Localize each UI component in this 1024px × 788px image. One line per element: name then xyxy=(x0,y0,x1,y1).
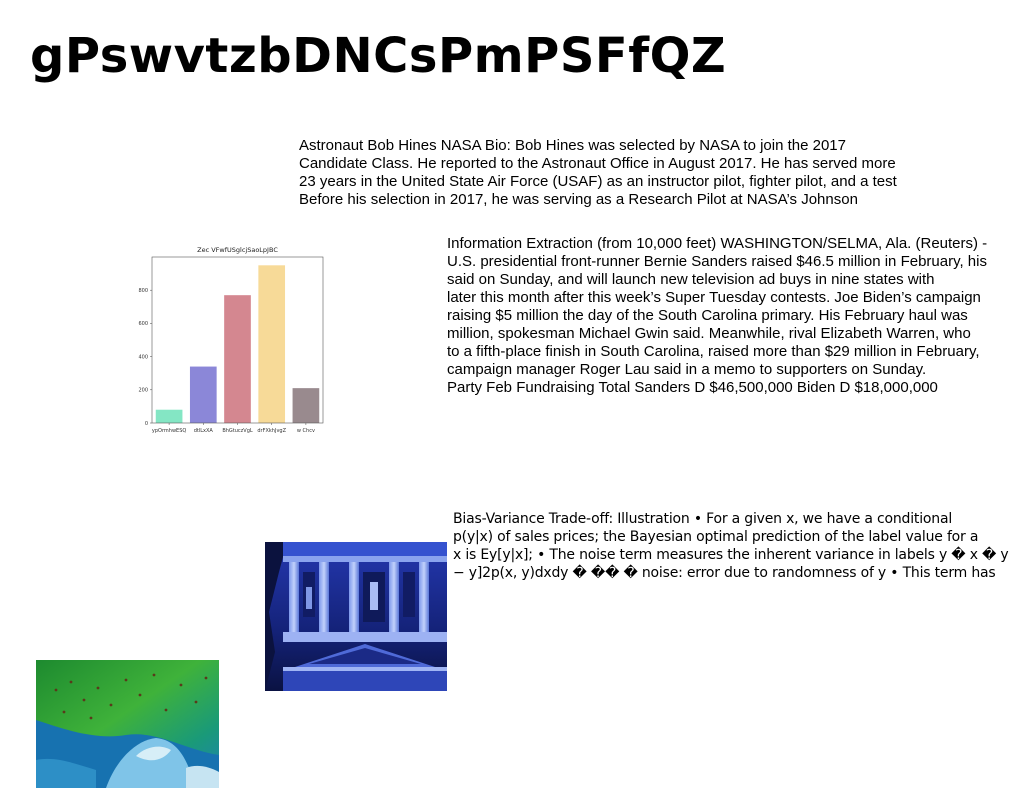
bar-dtlLxXA xyxy=(189,366,217,423)
bar-w Chcv xyxy=(292,388,320,423)
bar-BhGtuczVgL xyxy=(224,295,251,423)
bio-line: Before his selection in 2017, he was ser… xyxy=(299,191,858,208)
news-line: said on Sunday, and will launch new tele… xyxy=(447,271,935,288)
news-line: later this month after this week’s Super… xyxy=(447,289,981,306)
bar-drFXkhJvgZ xyxy=(258,265,286,423)
x-tick-label: dtlLxXA xyxy=(194,428,214,434)
bar-ypOrmhwESQ xyxy=(155,409,183,423)
y-tick-label: 0 xyxy=(145,421,148,427)
y-tick-label: 400 xyxy=(138,354,148,360)
ml-line: Bias-Variance Trade-off: Illustration • … xyxy=(453,511,953,527)
x-tick-label: drFXkhJvgZ xyxy=(257,428,286,434)
y-tick-label: 800 xyxy=(138,288,148,294)
news-line: million, spokesman Michael Gwin said. Me… xyxy=(447,325,971,342)
news-line: raising $5 million the day of the South … xyxy=(447,307,968,324)
bar-chart: Zec VFwfUSglcjSaoLpJBC ypOrmhwESQ dtlLxXA B… xyxy=(138,246,324,434)
news-line: Information Extraction (from 10,000 feet… xyxy=(447,235,988,252)
aerial-sea-photo xyxy=(36,660,219,788)
page-title: gPswvtzbDNCsPmPSFfQZ xyxy=(30,28,727,84)
ml-line: − y]2p(x, y)dxdy � �� � noise: error due… xyxy=(453,565,996,581)
ml-line: p(y|x) of sales prices; the Bayesian opt… xyxy=(453,529,979,545)
x-tick-label: BhGtuczVgL xyxy=(222,428,253,434)
temple-facade-photo xyxy=(265,542,447,691)
news-line: Party Feb Fundraising Total Sanders D $4… xyxy=(447,379,938,396)
news-paragraph: Information Extraction (from 10,000 feet… xyxy=(447,235,987,397)
news-line: to a fifth-place finish in South Carolin… xyxy=(447,343,980,360)
plot-frame xyxy=(151,256,324,424)
y-tick-label: 200 xyxy=(138,388,148,394)
bio-line: 23 years in the United State Air Force (… xyxy=(299,173,897,190)
news-line: U.S. presidential front-runner Bernie Sa… xyxy=(447,253,987,270)
y-tick-label: 600 xyxy=(138,321,148,327)
x-tick-label: w Chcv xyxy=(297,428,315,434)
ml-line: x is Ey[y|x]; • The noise term measures … xyxy=(453,547,1009,563)
bio-line: Astronaut Bob Hines NASA Bio: Bob Hines … xyxy=(299,137,846,154)
x-tick-label: ypOrmhwESQ xyxy=(152,428,186,434)
ml-paragraph: Bias-Variance Trade-off: Illustration • … xyxy=(453,510,1009,582)
bio-paragraph: Astronaut Bob Hines NASA Bio: Bob Hines … xyxy=(299,137,897,209)
news-line: campaign manager Roger Lau said in a mem… xyxy=(447,361,927,378)
chart-title: Zec VFwfUSglcjSaoLpJBC xyxy=(197,246,278,254)
bio-line: Candidate Class. He reported to the Astr… xyxy=(299,155,896,172)
